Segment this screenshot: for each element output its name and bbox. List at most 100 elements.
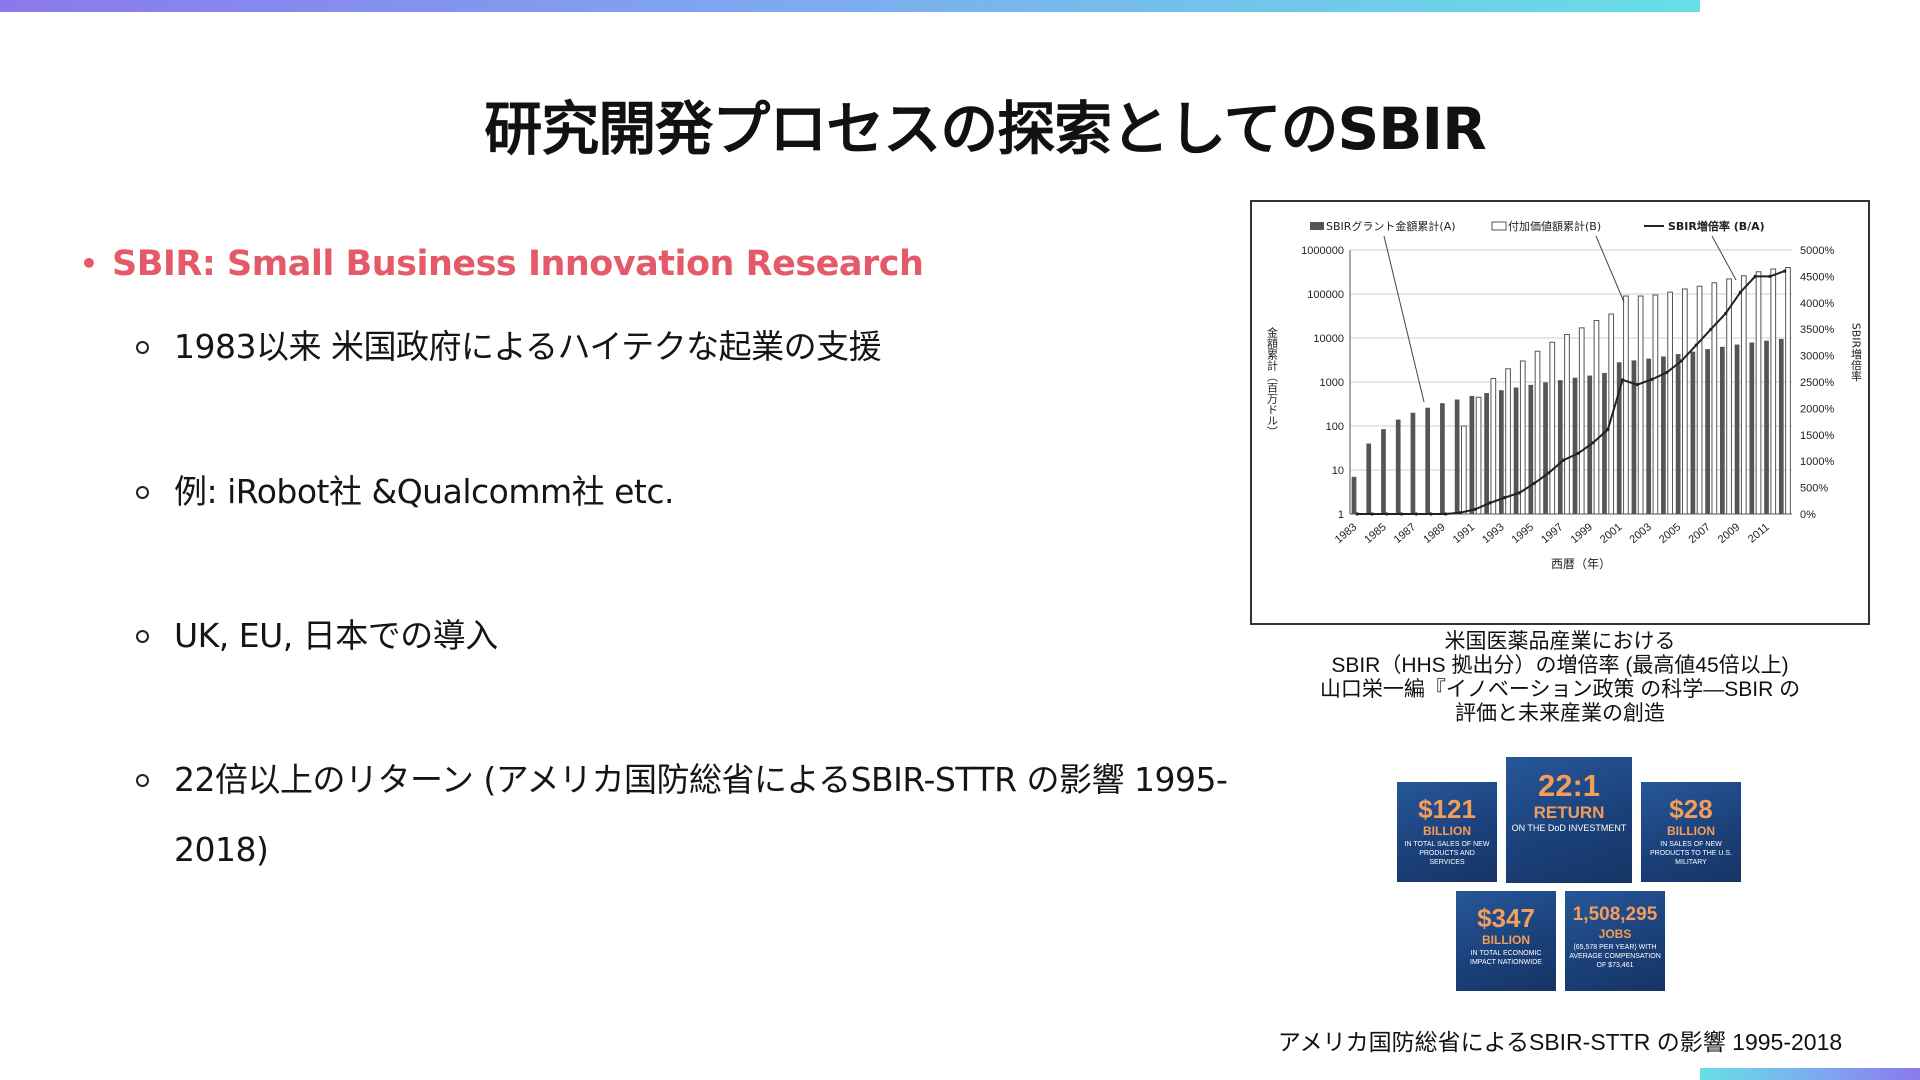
chart-svg: 1 10 100 1000 10000 100000 1000000 0% 500% 1000% 1… [1266,219,1863,571]
y2-tick-label: 5000% [1800,245,1834,257]
bar-grant [1690,351,1696,514]
bar-value-added [1578,327,1585,515]
bar-value-added [1711,282,1718,515]
chart-caption: 米国医薬品産業における SBIR（HHS 拠出分）の増倍率 (最高値45倍以上)… [1250,630,1870,726]
bar-value-added [1549,341,1556,515]
bar-grant [1528,384,1534,514]
x-tick-label: 1991 [1451,521,1477,546]
legend-label: 付加価値額累計(B) [1508,219,1601,233]
bar-value-added [1652,294,1659,515]
bar-value-added [1770,268,1777,515]
bar-grant [1631,360,1637,514]
tile-figure: 1,508,295 [1572,904,1658,925]
y2-axis-label: SBIR増倍率 [1850,323,1863,382]
legend-swatch-grant [1310,222,1324,230]
multiplier-point [1444,512,1448,516]
tile-figure: $121 [1418,794,1476,824]
tile-figure: $347 [1477,903,1535,933]
bar-grant [1440,403,1445,514]
bar-value-added [1667,291,1673,515]
x-tick-label: 1999 [1569,521,1595,546]
bar-value-added [1637,295,1644,515]
bar-grant [1602,373,1607,514]
multiplier-point [1753,274,1757,278]
bar-value-added [1623,295,1629,515]
multiplier-point [1620,378,1625,382]
main-bullet: • SBIR: Small Business Innovation Resear… [80,238,1230,290]
y-tick-label: 1000000 [1301,245,1344,257]
tile-unit: BILLION [1423,824,1471,838]
tile-description: IN TOTAL ECONOMIC IMPACT NATIONWIDE [1470,950,1542,966]
bar-value-added [1475,396,1482,515]
x-tick-label: 1993 [1480,521,1506,546]
bar-value-added [1519,360,1526,515]
multiplier-point [1606,427,1610,432]
bar-grant [1410,412,1416,514]
x-tick-label: 1985 [1362,521,1388,546]
chart-caption-line: SBIR（HHS 拠出分）の増倍率 (最高値45倍以上) [1331,654,1789,677]
multiplier-point [1414,512,1418,516]
bar-grant [1764,340,1769,514]
bullet-circle-icon [136,341,149,354]
bar-grant [1705,349,1710,514]
multiplier-point [1370,512,1374,516]
multiplier-point [1355,512,1359,516]
tile-unit: BILLION [1482,933,1530,947]
bullet-circle-icon [136,486,149,499]
multiplier-point [1768,274,1772,278]
bar-value-added [1755,271,1762,515]
multiplier-point [1547,471,1551,475]
bar-value-added [1785,267,1791,515]
bar-grant [1543,382,1548,514]
annotation-arrow [1711,235,1737,281]
tile-figure: 22:1 [1537,768,1601,803]
y2-tick-label: 1000% [1800,456,1834,468]
tile-unit: RETURN [1533,803,1605,822]
bullet-dot-icon: • [80,247,98,280]
multiplier-point [1738,290,1743,294]
bar-value-added [1461,425,1467,515]
bar-grant [1778,338,1784,514]
bar-grant [1661,356,1666,514]
multiplier-point [1576,451,1580,455]
y-axis-label: 金額累計（百万ドル） [1266,326,1279,437]
bar-grant [1572,377,1578,514]
y-tick-label: 100000 [1307,289,1344,301]
y-tick-label: 1000 [1320,377,1344,389]
multiplier-point [1429,512,1433,516]
tile-description: (65,578 PER YEAR) WITH AVERAGE COMPENSAT… [1569,944,1661,969]
x-tick-label: 2001 [1598,521,1624,546]
bar-grant [1366,443,1372,514]
y2-tick-label: 2000% [1800,403,1834,415]
sub-bullet: 1983以来 米国政府によるハイテクな起業の支援 [80,312,1230,382]
x-tick-label: 1989 [1421,521,1447,546]
y2-tick-label: 1500% [1800,430,1834,442]
bar-value-added [1505,368,1511,515]
bar-value-added [1696,285,1703,515]
y2-tick-label: 3000% [1800,351,1834,363]
x-tick-label: 1997 [1539,521,1565,546]
multiplier-point [1709,327,1713,331]
multiplier-line [1357,270,1785,515]
x-tick-label: 1983 [1333,521,1359,546]
tile-figure: $28 [1669,794,1713,824]
impact-tile: $121 BILLION IN TOTAL SALES OF NEW PRODU… [1395,780,1499,884]
y-tick-label: 10000 [1313,333,1344,345]
impact-tile: 1,508,295 JOBS (65,578 PER YEAR) WITH AV… [1563,889,1667,993]
multiplier-point [1679,359,1684,363]
tile-description: IN SALES OF NEW PRODUCTS TO THE U.S. MIL… [1649,841,1733,866]
bar-value-added [1564,334,1570,515]
multiplier-point [1517,491,1522,495]
x-tick-label: 2003 [1627,521,1653,546]
bar-grant [1749,342,1755,514]
multiplier-point [1385,512,1389,516]
tile-unit: JOBS [1598,927,1632,941]
annotation-arrow [1595,235,1625,303]
multiplier-point [1591,441,1595,445]
chart-caption-line: 山口栄一編『イノベーション政策 の科学—SBIR の [1319,678,1801,701]
top-accent-bar [0,0,1700,12]
sub-bullet-text: 1983以来 米国政府によるハイテクな起業の支援 [174,327,882,366]
x-tick-label: 1987 [1392,521,1418,546]
bar-value-added [1682,288,1688,515]
annotation-arrow [1383,235,1425,403]
